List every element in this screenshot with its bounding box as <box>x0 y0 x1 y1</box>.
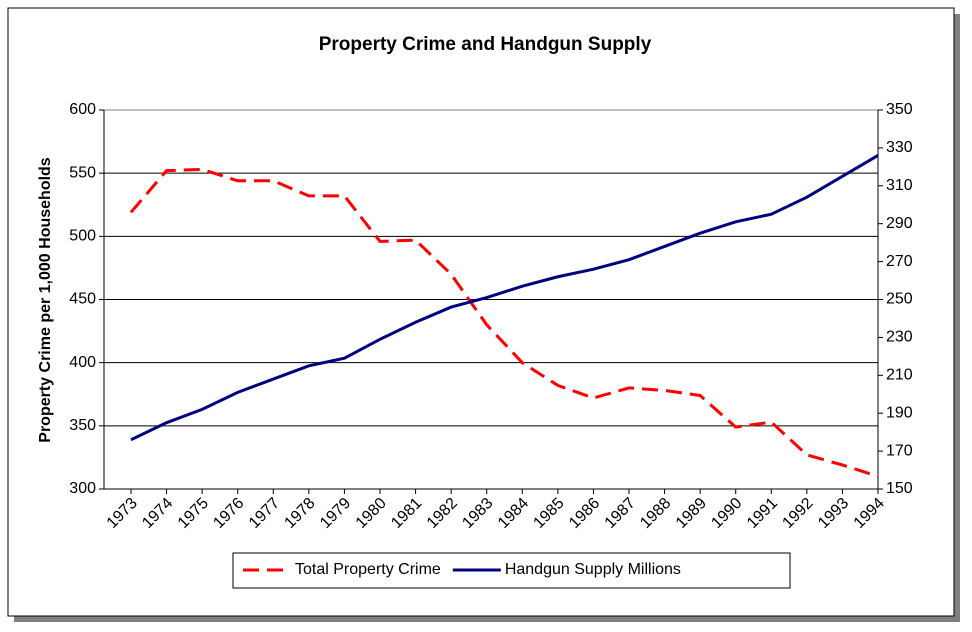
legend <box>232 552 791 589</box>
y2-tick-label: 270 <box>886 253 913 270</box>
legend-label: Total Property Crime <box>295 561 441 578</box>
y-tick-label: 600 <box>69 101 96 118</box>
y-tick-label: 300 <box>69 480 96 497</box>
y-tick-label: 500 <box>69 228 96 245</box>
y2-tick-label: 250 <box>886 291 913 308</box>
y2-tick-label: 190 <box>886 404 913 421</box>
chart-title: Property Crime and Handgun Supply <box>319 34 652 55</box>
y-tick-label: 350 <box>69 417 96 434</box>
y2-tick-label: 290 <box>886 215 913 232</box>
y2-tick-label: 170 <box>886 442 913 459</box>
y-axis-label: Property Crime per 1,000 Households <box>37 157 54 443</box>
y2-tick-label: 150 <box>886 480 913 497</box>
frame <box>7 7 955 617</box>
y-tick-label: 450 <box>69 291 96 308</box>
y2-tick-label: 310 <box>886 177 913 194</box>
y-tick-label: 550 <box>69 164 96 181</box>
y2-tick-label: 230 <box>886 329 913 346</box>
y2-tick-label: 350 <box>886 101 913 118</box>
y-tick-label: 400 <box>69 354 96 371</box>
y2-tick-label: 210 <box>886 367 913 384</box>
y2-tick-label: 330 <box>886 139 913 156</box>
legend-label: Handgun Supply Millions <box>505 561 681 578</box>
series-line <box>129 167 879 478</box>
series-line <box>130 154 879 442</box>
